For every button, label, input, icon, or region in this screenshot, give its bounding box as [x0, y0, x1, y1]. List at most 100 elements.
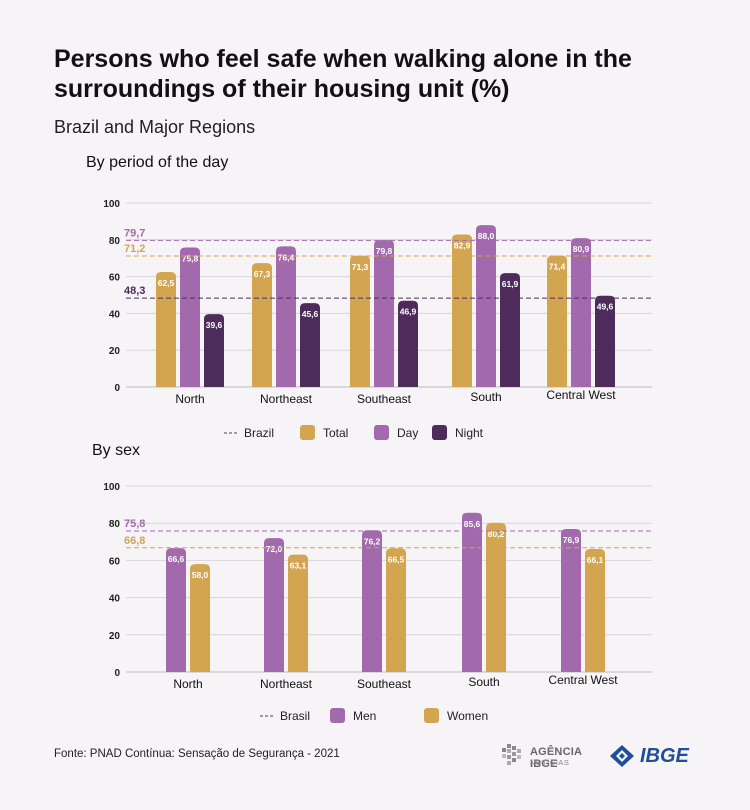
data-label: 85,6: [464, 519, 481, 529]
y-tick-label: 20: [109, 631, 121, 642]
data-label: 45,6: [302, 309, 319, 319]
x-tick-label: North: [173, 677, 202, 691]
bar-night-central-west: [595, 295, 615, 387]
agencia-ibge-logo: AGÊNCIA IBGE NOTÍCIAS: [500, 742, 610, 772]
data-label: 80,9: [573, 244, 590, 254]
reference-value-label: 48,3: [124, 285, 145, 297]
data-label: 67,3: [254, 269, 271, 279]
legend-reference-label: Brasil: [280, 709, 310, 723]
sex-bar-chart: 0 20 40 60 80 100 66,6 58,0 North 72,0 63,1 Northea…: [103, 482, 652, 723]
agencia-grid-icon: [502, 744, 521, 765]
chart-title: Persons who feel safe when walking alone…: [54, 45, 632, 103]
data-label: 39,6: [206, 320, 223, 330]
reference-value-label: 79,7: [124, 227, 145, 239]
sex-chart-title: By sex: [92, 442, 141, 459]
ibge-logo-text: IBGE: [640, 745, 689, 767]
bar-total-southeast: [350, 255, 370, 387]
bar-day-northeast: [276, 246, 296, 387]
x-tick-label: Southeast: [357, 677, 412, 691]
data-label: 66,5: [388, 554, 405, 564]
bar-day-southeast: [374, 240, 394, 387]
bar-night-south: [500, 273, 520, 387]
x-tick-label: Northeast: [260, 392, 313, 406]
bar-women-south: [486, 522, 506, 672]
legend-swatch-men: [330, 708, 345, 723]
y-tick-label: 80: [109, 519, 121, 530]
data-label: 71,3: [352, 262, 369, 272]
legend-label-day: Day: [397, 426, 418, 440]
y-tick-label: 40: [109, 309, 121, 320]
bar-women-central-west: [585, 549, 605, 672]
bar-night-southeast: [398, 300, 418, 387]
data-label: 82,9: [454, 240, 471, 250]
bar-night-north: [204, 314, 224, 387]
x-tick-label: Central West: [548, 673, 618, 687]
bar-women-southeast: [386, 548, 406, 672]
x-tick-label: South: [468, 675, 499, 689]
x-tick-label: South: [470, 390, 501, 404]
data-label: 46,9: [400, 307, 417, 317]
data-label: 76,2: [364, 536, 381, 546]
x-tick-label: Northeast: [260, 677, 313, 691]
y-tick-label: 0: [114, 668, 120, 679]
data-label: 63,1: [290, 561, 307, 571]
bar-day-north: [180, 247, 200, 387]
source-note: Fonte: PNAD Contínua: Sensação de Segura…: [54, 748, 340, 760]
agencia-logo-text: AGÊNCIA IBGE: [530, 746, 582, 770]
bar-total-central-west: [547, 255, 567, 387]
data-label: 66,6: [168, 554, 185, 564]
legend-swatch-night: [432, 425, 447, 440]
chart-subtitle: Brazil and Major Regions: [54, 117, 256, 137]
y-tick-label: 60: [109, 273, 121, 284]
bar-total-northeast: [252, 263, 272, 387]
bar-men-southeast: [362, 530, 382, 672]
data-label: 79,8: [376, 246, 393, 256]
data-label: 49,6: [597, 302, 614, 312]
bar-total-south: [452, 234, 472, 387]
y-tick-label: 60: [109, 556, 121, 567]
bar-women-north: [190, 564, 210, 672]
reference-value-label: 66,8: [124, 535, 145, 547]
period-bar-chart: 0 20 40 60 80 100 62,5 75,8 39,6 North 67,3 76,4 45,…: [103, 199, 652, 440]
legend-label-men: Men: [353, 709, 376, 723]
bar-day-central-west: [571, 238, 591, 387]
legend-swatch-day: [374, 425, 389, 440]
legend-swatch-total: [300, 425, 315, 440]
data-label: 71,4: [549, 262, 566, 272]
bar-women-northeast: [288, 554, 308, 672]
data-label: 61,9: [502, 279, 519, 289]
bar-men-south: [462, 512, 482, 672]
bar-men-central-west: [561, 528, 581, 672]
y-tick-label: 0: [114, 383, 120, 394]
x-tick-label: North: [175, 392, 204, 406]
legend-label-total: Total: [323, 426, 348, 440]
data-label: 88,0: [478, 231, 495, 241]
reference-value-label: 75,8: [124, 518, 145, 530]
x-tick-label: Central West: [546, 388, 616, 402]
ibge-logo: IBGE: [608, 742, 708, 772]
y-tick-label: 100: [103, 482, 120, 493]
y-tick-label: 100: [103, 199, 120, 210]
period-chart-title: By period of the day: [86, 154, 229, 171]
data-label: 66,1: [587, 555, 604, 565]
data-label: 76,4: [278, 252, 295, 262]
y-tick-label: 80: [109, 236, 121, 247]
data-label: 80,2: [488, 529, 505, 539]
bar-total-north: [156, 272, 176, 387]
legend-reference-label: Brazil: [244, 426, 274, 440]
bar-men-northeast: [264, 538, 284, 672]
legend-swatch-women: [424, 708, 439, 723]
bar-day-south: [476, 225, 496, 387]
agencia-logo-subtext: NOTÍCIAS: [530, 758, 570, 767]
data-label: 76,9: [563, 535, 580, 545]
data-label: 72,0: [266, 544, 283, 554]
data-label: 62,5: [158, 278, 175, 288]
legend-label-women: Women: [447, 709, 488, 723]
data-label: 75,8: [182, 254, 199, 264]
y-tick-label: 20: [109, 346, 121, 357]
legend-label-night: Night: [455, 426, 484, 440]
bar-men-north: [166, 548, 186, 672]
data-label: 58,0: [192, 570, 209, 580]
ibge-mark-icon: [610, 745, 634, 767]
bar-night-northeast: [300, 303, 320, 387]
